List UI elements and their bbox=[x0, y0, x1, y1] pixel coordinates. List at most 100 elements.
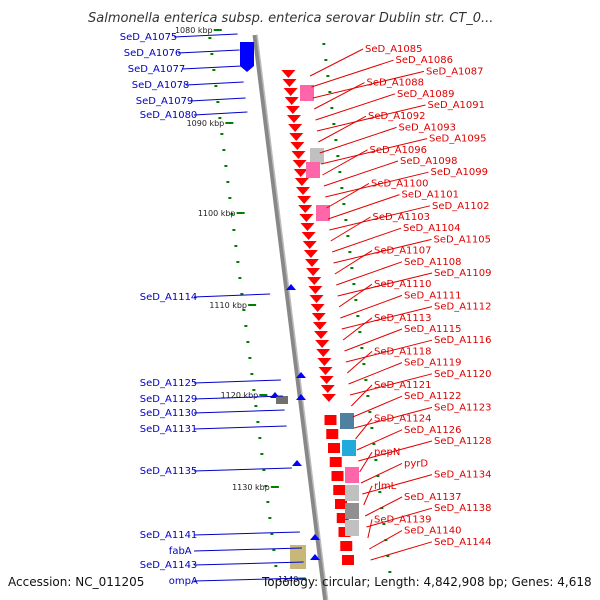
gene-leader-line bbox=[177, 49, 240, 54]
gene-leader-line bbox=[193, 561, 304, 566]
gene-feature-block bbox=[345, 520, 359, 536]
gene-leader-line bbox=[344, 328, 403, 352]
gene-label-sed_a1092: SeD_A1092 bbox=[368, 111, 426, 122]
gene-leader-line bbox=[181, 65, 242, 70]
gene-leader-line bbox=[346, 351, 373, 374]
gene-label-sed_a1134: SeD_A1134 bbox=[434, 470, 492, 481]
gene-label-sed_a1114: SeD_A1114 bbox=[140, 292, 198, 303]
gene-leader-line bbox=[193, 577, 306, 582]
gene-leader-line bbox=[173, 33, 238, 38]
gene-label-sed_a1105: SeD_A1105 bbox=[434, 234, 492, 245]
gene-leader-line bbox=[193, 409, 285, 414]
gene-leader-line bbox=[189, 97, 246, 102]
gene-leader-line bbox=[319, 126, 397, 154]
gene-leader-line bbox=[193, 293, 271, 298]
forward-gene-arrow bbox=[312, 322, 327, 330]
gene-leader-line bbox=[333, 238, 432, 264]
kbp-label: 1090 kbp bbox=[187, 119, 225, 128]
gene-label-faba: fabA bbox=[169, 546, 192, 557]
gene-feature-block bbox=[342, 440, 356, 456]
gene-leader-line bbox=[341, 306, 433, 330]
gene-leader-line bbox=[193, 395, 283, 400]
kbp-label: 1120 kbp bbox=[221, 391, 259, 400]
reverse-gene-arrow bbox=[296, 394, 306, 400]
kbp-label: 1140 bbox=[278, 575, 298, 584]
gene-feature-block bbox=[290, 545, 306, 569]
reverse-gene-arrow bbox=[240, 66, 254, 72]
gene-leader-line bbox=[348, 362, 403, 385]
gene-leader-line bbox=[321, 138, 428, 165]
gene-label-sed_a1124: SeD_A1124 bbox=[374, 414, 432, 425]
gene-label-sed_a1102: SeD_A1102 bbox=[432, 201, 490, 212]
forward-gene-arrow bbox=[303, 250, 318, 258]
reverse-gene-arrow bbox=[310, 534, 320, 540]
gene-label-sed_a1111: SeD_A1111 bbox=[404, 290, 462, 301]
forward-gene-arrow bbox=[281, 70, 296, 78]
gene-label-sed_a1112: SeD_A1112 bbox=[434, 302, 492, 313]
gene-label-sed_a1080: SeD_A1080 bbox=[140, 110, 198, 121]
reverse-gene-arrow bbox=[292, 460, 302, 466]
gene-leader-line bbox=[360, 462, 403, 484]
gene-label-sed_a1107: SeD_A1107 bbox=[374, 246, 432, 257]
gene-label-sed_a1087: SeD_A1087 bbox=[426, 66, 484, 77]
gene-label-sed_a1119: SeD_A1119 bbox=[404, 358, 462, 369]
gene-label-sed_a1103: SeD_A1103 bbox=[373, 212, 431, 223]
forward-gene-arrow bbox=[300, 223, 315, 231]
gene-leader-line bbox=[312, 70, 425, 99]
forward-gene-block bbox=[342, 555, 354, 565]
gene-label-sed_a1099: SeD_A1099 bbox=[431, 167, 489, 178]
topology-label: Topology: circular; Length: 4,842,908 bp… bbox=[262, 575, 592, 589]
forward-gene-arrow bbox=[302, 241, 317, 249]
forward-gene-arrow bbox=[308, 286, 323, 294]
gene-leader-line bbox=[337, 272, 433, 297]
forward-gene-block bbox=[340, 541, 353, 551]
gene-feature-block bbox=[316, 205, 330, 221]
gene-label-sed_a1108: SeD_A1108 bbox=[404, 257, 462, 268]
gene-leader-line bbox=[359, 451, 373, 473]
gene-label-sed_a1091: SeD_A1091 bbox=[428, 100, 486, 111]
forward-gene-arrow bbox=[297, 196, 312, 204]
gene-leader-line bbox=[193, 379, 281, 384]
gene-label-sed_a1085: SeD_A1085 bbox=[365, 44, 423, 55]
gene-leader-line bbox=[355, 418, 373, 440]
forward-gene-arrow bbox=[307, 277, 322, 285]
gene-label-sed_a1123: SeD_A1123 bbox=[434, 402, 492, 413]
gene-label-rlml: rlmL bbox=[374, 481, 397, 492]
gene-leader-line bbox=[193, 467, 292, 472]
gene-leader-line bbox=[314, 82, 365, 110]
gene-label-sed_a1139: SeD_A1139 bbox=[374, 514, 432, 525]
reverse-gene-arrow bbox=[286, 284, 296, 290]
gene-label-sed_a1101: SeD_A1101 bbox=[402, 190, 460, 201]
gene-label-sed_a1141: SeD_A1141 bbox=[140, 530, 198, 541]
gene-label-sed_a1086: SeD_A1086 bbox=[396, 55, 454, 66]
gene-label-sed_a1131: SeD_A1131 bbox=[140, 424, 198, 435]
forward-gene-arrow bbox=[293, 169, 308, 177]
forward-gene-arrow bbox=[292, 160, 307, 168]
forward-gene-arrow bbox=[282, 79, 297, 87]
forward-gene-arrow bbox=[321, 394, 336, 402]
gene-label-sed_a1113: SeD_A1113 bbox=[374, 313, 432, 324]
gene-leader-line bbox=[185, 81, 244, 86]
gene-label-sed_a1104: SeD_A1104 bbox=[403, 223, 461, 234]
gene-label-sed_a1137: SeD_A1137 bbox=[404, 492, 462, 503]
forward-gene-arrow bbox=[317, 358, 332, 366]
reverse-gene-block bbox=[240, 42, 254, 66]
gene-label-sed_a1077: SeD_A1077 bbox=[128, 64, 186, 75]
forward-gene-arrow bbox=[314, 331, 328, 339]
forward-gene-arrow bbox=[319, 376, 334, 384]
gene-label-sed_a1135: SeD_A1135 bbox=[140, 466, 198, 477]
gene-label-sed_a1115: SeD_A1115 bbox=[404, 324, 462, 335]
gene-label-sed_a1110: SeD_A1110 bbox=[374, 279, 432, 290]
forward-gene-arrow bbox=[306, 268, 321, 276]
forward-gene-arrow bbox=[287, 115, 301, 123]
backbone-layer bbox=[252, 34, 329, 600]
forward-gene-arrow bbox=[299, 214, 314, 222]
gene-label-pyrd: pyrD bbox=[404, 458, 428, 469]
forward-gene-block bbox=[329, 457, 342, 467]
gene-leader-line bbox=[345, 339, 433, 363]
gene-label-pepn: pepN bbox=[374, 447, 400, 458]
forward-gene-block bbox=[326, 429, 339, 439]
gene-feature-block bbox=[345, 485, 359, 501]
